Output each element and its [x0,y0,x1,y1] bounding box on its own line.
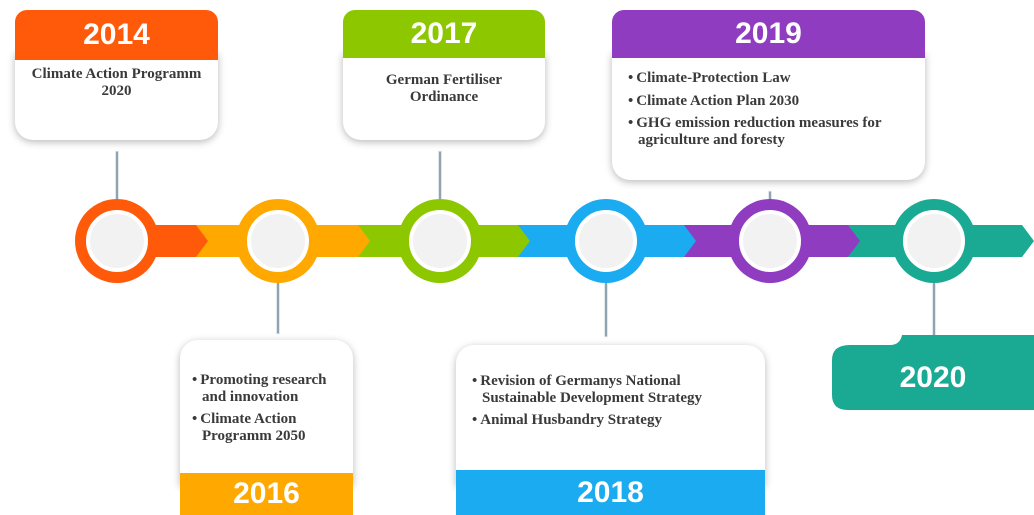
year-2020-box [832,335,1034,410]
node-inner [739,210,801,272]
pointer [757,178,783,192]
event-item: Revision of Germanys National Sustainabl… [472,373,757,406]
event-item: Animal Husbandry Strategy [472,412,757,429]
node-inner [247,210,309,272]
event-card: Climate-Protection Law Climate Action Pla… [612,52,925,180]
event-item: Climate Action Programm 2020 [31,66,202,99]
node-inner [409,210,471,272]
event-card: Revision of Germanys National Sustainabl… [456,345,765,485]
event-item: Climate Action Programm 2050 [192,411,345,444]
event-item: Promoting research and innovation [192,372,345,405]
event-item: Climate-Protection Law [628,70,915,87]
pointer [104,138,130,152]
event-year: 2019 [612,10,925,58]
event-card: German Fertiliser Ordinance [343,52,545,140]
node-inner [575,210,637,272]
event-year: 2020 [899,360,967,394]
event-item: GHG emission reduction measures for agri… [628,115,915,148]
event-year: 2018 [456,470,765,515]
event-year: 2014 [15,10,218,60]
event-card: Climate Action Programm 2020 [15,52,218,140]
event-item: German Fertiliser Ordinance [385,72,503,105]
event-item: Climate Action Plan 2030 [628,93,915,110]
nodes [75,199,976,283]
node-inner [86,210,148,272]
event-year: 2017 [343,10,545,58]
pointer [427,138,453,152]
event-year: 2016 [180,473,353,515]
event-card: Promoting research and innovation Climate… [180,340,353,485]
node-inner [903,210,965,272]
